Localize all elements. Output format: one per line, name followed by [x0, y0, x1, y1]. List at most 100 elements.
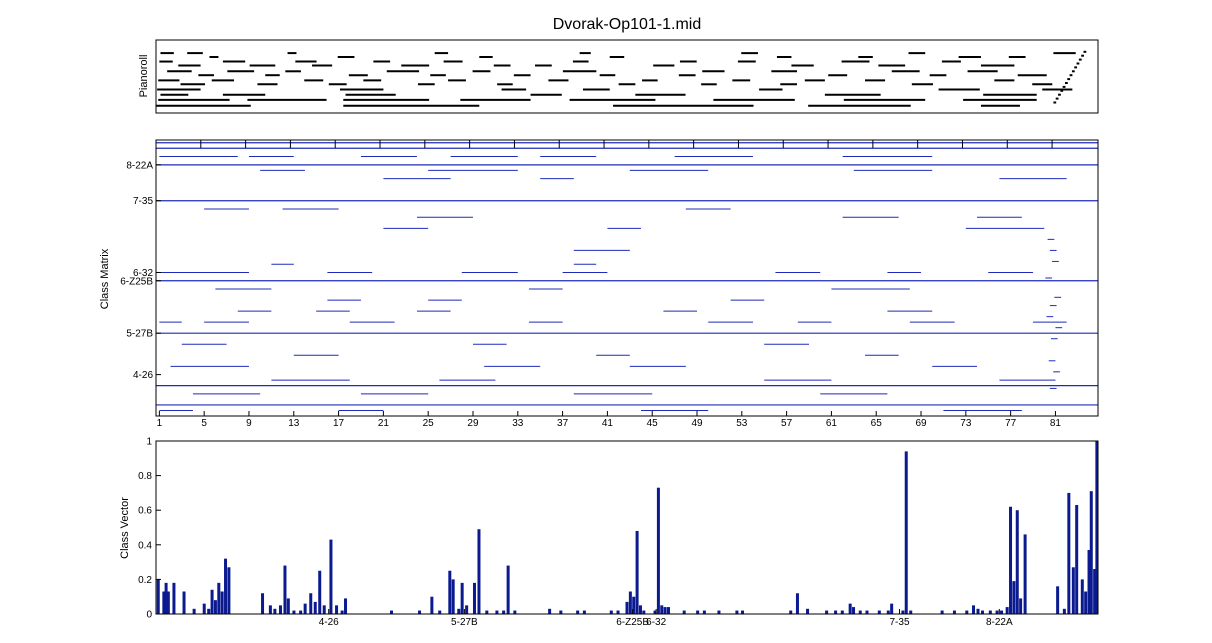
class-vector-bar [682, 610, 686, 614]
class-vector-bar [192, 608, 196, 614]
class-vector-bar [909, 610, 913, 614]
class-vector-ytick-label: 0 [146, 610, 152, 621]
class-vector-bar [1005, 607, 1009, 614]
class-vector-xtick-label: 7-35 [889, 617, 909, 628]
class-vector-bar [806, 608, 810, 614]
class-matrix-xticks: 1 5 9 13 17 21 25 29 33 37 41 45 49 53 57 61 65 69 73 77 81 [157, 411, 1062, 429]
class-vector-axes-frame [155, 440, 1099, 615]
class-vector-bar [656, 487, 660, 614]
class-matrix-ytick-label: 5-27B [126, 329, 153, 340]
class-vector-bar [460, 582, 464, 614]
class-vector-bar [335, 605, 339, 614]
class-vector-bar [1009, 506, 1013, 614]
class-vector-yticks: 0 0.2 0.4 0.6 0.8 1 [138, 437, 161, 621]
class-vector-bar [210, 589, 214, 614]
class-vector-bar [976, 608, 980, 614]
class-vector-bar [904, 451, 908, 614]
class-vector-bar [502, 610, 506, 614]
class-matrix-xtick-label: 45 [647, 418, 659, 429]
class-vector-bar [834, 610, 838, 614]
class-vector-bar [635, 530, 639, 614]
class-matrix-xtick-label: 61 [826, 418, 838, 429]
class-vector-bar [182, 591, 186, 614]
class-vector-ytick-label: 0.8 [138, 471, 152, 482]
class-vector-bar [299, 610, 303, 614]
class-vector-bar [477, 529, 481, 614]
class-vector-xtick-label: 5-27B [451, 617, 478, 628]
class-vector-xtick-label: 6-32 [646, 617, 666, 628]
class-vector-ytick-label: 0.2 [138, 575, 152, 586]
class-vector-bar [329, 539, 333, 614]
class-matrix-xtick-label: 69 [915, 418, 927, 429]
class-vector-bar [852, 607, 856, 614]
class-vector-bar [495, 610, 499, 614]
class-vector-bar [162, 591, 166, 614]
class-matrix-ytick-label: 6-Z25B [120, 276, 153, 287]
class-matrix-ylabel: Class Matrix [99, 248, 111, 309]
class-matrix-xtick-label: 5 [201, 418, 207, 429]
class-vector-bar [172, 582, 176, 614]
class-matrix-ytick-label: 6-32 [133, 268, 153, 279]
class-vector-xtick-label: 8-22A [986, 617, 1013, 628]
class-vector-ylabel: Class Vector [119, 497, 131, 559]
figure-title: Dvorak-Op101-1.mid [553, 16, 702, 33]
pianoroll-panel: Pianoroll [138, 39, 1099, 114]
class-matrix-xtick-label: 17 [333, 418, 345, 429]
pianoroll-ylabel: Pianoroll [138, 55, 150, 98]
class-vector-bars [156, 441, 1099, 614]
class-vector-xtick-label: 6-Z25B [616, 617, 649, 628]
class-vector-bar [1087, 549, 1091, 614]
class-vector-bar [457, 608, 461, 614]
class-vector-bar [1019, 598, 1023, 614]
class-vector-bar [632, 596, 636, 614]
class-vector-bar [1093, 569, 1097, 614]
class-matrix-xtick-label: 29 [467, 418, 479, 429]
class-vector-bar [156, 579, 160, 614]
class-vector-bar [438, 610, 442, 614]
class-vector-bar [313, 601, 317, 614]
class-vector-bar [952, 610, 956, 614]
class-matrix-xtick-label: 13 [288, 418, 300, 429]
class-vector-bar [1089, 491, 1093, 614]
class-vector-ytick-label: 0.6 [138, 506, 152, 517]
class-vector-bar [220, 591, 224, 614]
class-vector-bar [940, 610, 944, 614]
class-vector-bar [741, 610, 745, 614]
class-vector-bar [1056, 586, 1060, 614]
class-vector-bar [1084, 591, 1088, 614]
class-vector-bar [1080, 579, 1084, 614]
class-matrix-segments [155, 140, 1098, 411]
class-vector-bar [858, 610, 862, 614]
class-matrix-xtick-label: 81 [1050, 418, 1062, 429]
class-vector-bar [638, 605, 642, 614]
class-vector-bar [1067, 492, 1071, 614]
class-vector-bar [166, 591, 170, 614]
class-vector-bar [609, 610, 613, 614]
class-matrix-xtick-label: 49 [691, 418, 703, 429]
class-vector-bar [465, 605, 469, 614]
class-vector-bar [625, 601, 629, 614]
class-vector-bar [1015, 510, 1019, 614]
class-vector-bar [318, 570, 322, 614]
class-matrix-ytick-label: 7-35 [133, 196, 153, 207]
class-vector-bar [513, 610, 517, 614]
class-vector-bar [451, 579, 455, 614]
class-vector-bar [628, 591, 632, 614]
class-matrix-xtick-label: 41 [602, 418, 614, 429]
class-vector-bar [825, 610, 829, 614]
class-vector-bar [576, 610, 580, 614]
class-vector-bar [642, 610, 646, 614]
class-vector-bar [666, 607, 670, 614]
class-vector-bar [322, 605, 326, 614]
class-vector-bar [283, 565, 287, 614]
pianoroll-notes [156, 50, 1087, 107]
class-vector-bar [663, 607, 667, 614]
class-vector-bar [886, 610, 890, 614]
class-matrix-xtick-label: 77 [1005, 418, 1017, 429]
class-vector-bar [506, 565, 510, 614]
class-matrix-xtick-label: 1 [157, 418, 163, 429]
class-vector-bar [717, 610, 721, 614]
